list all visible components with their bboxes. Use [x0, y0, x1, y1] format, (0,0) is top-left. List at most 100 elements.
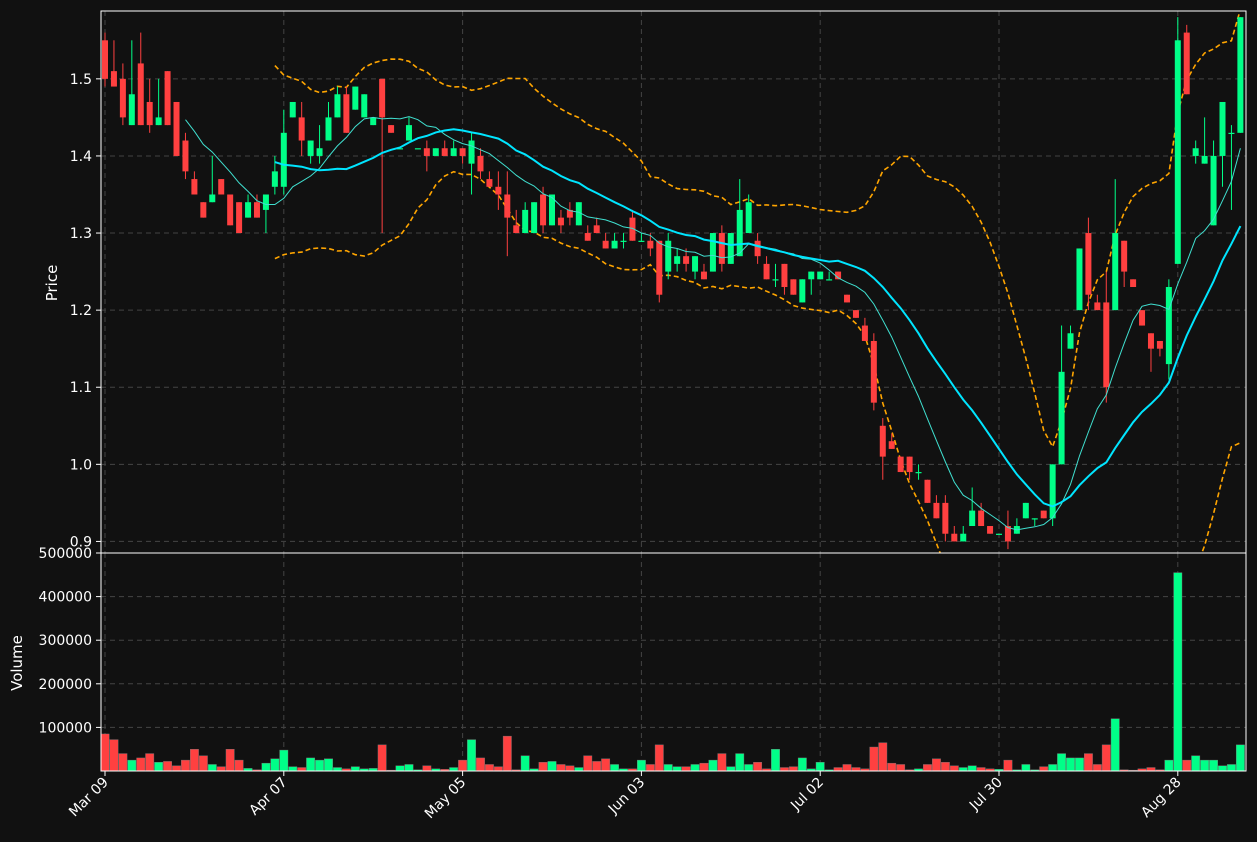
volume-tick-label: 400000	[39, 590, 92, 606]
candle-body	[844, 294, 851, 303]
candle-body	[522, 209, 529, 234]
candle-body	[656, 240, 663, 295]
volume-bar	[109, 739, 119, 771]
volume-bar	[1110, 718, 1120, 771]
volume-bar	[306, 757, 316, 771]
candle-body	[942, 502, 949, 534]
volume-bar	[1039, 766, 1049, 771]
volume-bar	[1173, 572, 1183, 771]
candle-body	[200, 202, 207, 218]
volume-bar	[887, 762, 897, 771]
volume-bar	[118, 753, 128, 771]
candle-body	[1237, 17, 1244, 133]
price-axis-label: Price	[43, 265, 61, 302]
candle-body	[924, 479, 931, 503]
candle-body	[772, 279, 779, 281]
volume-bar	[1012, 769, 1022, 771]
candle-body	[584, 233, 591, 241]
candle-body	[414, 148, 421, 150]
volume-bar	[279, 749, 289, 771]
volume-bar	[637, 759, 646, 771]
candle-body	[1103, 302, 1110, 388]
volume-bar	[1200, 759, 1210, 771]
volume-bar	[458, 759, 467, 771]
volume-bar	[198, 755, 208, 771]
candle-body	[191, 179, 198, 195]
candle-body	[817, 271, 824, 280]
candle-body	[441, 148, 448, 156]
candle-body	[1165, 287, 1172, 365]
volume-bar	[377, 744, 387, 771]
candle-body	[620, 240, 627, 242]
volume-bar	[101, 733, 110, 771]
volume-bar	[333, 767, 342, 771]
grid-lines	[101, 11, 1246, 771]
candle-body	[1174, 40, 1181, 264]
candle-body	[566, 209, 573, 218]
volume-bar	[1218, 765, 1227, 771]
volume-bar	[431, 768, 441, 771]
candle-body	[1183, 32, 1190, 95]
candle-body	[879, 425, 886, 457]
candle-body	[262, 194, 269, 210]
candle-body	[352, 86, 359, 110]
candle-body	[334, 94, 341, 118]
volume-bar	[538, 762, 548, 771]
candle-body	[397, 148, 404, 150]
volume-bar	[940, 762, 950, 771]
volume-bar	[771, 749, 780, 771]
candle-body	[1094, 302, 1101, 311]
candle-body	[361, 94, 368, 118]
volume-bar	[341, 768, 351, 771]
candle-body	[861, 325, 868, 341]
volume-bar	[699, 762, 709, 771]
moving-averages	[185, 116, 1242, 531]
volume-bar	[744, 764, 754, 771]
volume-bar	[1101, 744, 1111, 771]
volume-bar	[824, 769, 834, 771]
price-tick-label: 1.5	[70, 72, 92, 88]
candle-body	[316, 148, 323, 156]
volume-bar	[556, 764, 566, 771]
volume-bar	[422, 765, 432, 771]
candle-body	[754, 240, 761, 257]
volume-bar	[136, 757, 146, 771]
candle-body	[692, 256, 699, 272]
candle-body	[745, 202, 752, 234]
candle-body	[665, 240, 672, 272]
candle-body	[1076, 248, 1083, 311]
price-tick-label: 1.4	[70, 149, 92, 165]
candle-body	[271, 171, 278, 187]
candle-body	[298, 117, 305, 141]
volume-bar	[654, 744, 664, 771]
volume-bar	[923, 764, 932, 771]
volume-bar	[565, 765, 575, 771]
volume-bar	[976, 767, 986, 771]
volume-bar	[833, 767, 843, 771]
candle-body	[638, 240, 645, 242]
candle-body	[182, 140, 189, 172]
candle-body	[1201, 155, 1208, 164]
volume-bar	[762, 768, 771, 771]
volume-bar	[574, 767, 584, 771]
candle-body	[647, 240, 654, 249]
candle-body	[870, 340, 877, 403]
candle-body	[1139, 310, 1146, 326]
candle-body	[1192, 148, 1199, 156]
volume-bar	[726, 766, 736, 771]
volume-bar	[815, 762, 825, 771]
volume-bar	[905, 769, 915, 771]
volume-bar	[878, 742, 888, 771]
volume-bar	[127, 759, 137, 771]
volume-bar	[592, 761, 602, 771]
volume-bar	[1030, 769, 1040, 771]
price-tick-label: 1.3	[70, 226, 92, 242]
volume-bar	[324, 758, 333, 771]
upper-band-line	[274, 11, 1241, 449]
volume-bar	[529, 768, 539, 771]
volume-bar	[1182, 759, 1192, 771]
candle-body	[602, 240, 609, 249]
candle-body	[1085, 233, 1092, 295]
candles	[102, 17, 1244, 550]
candle-body	[110, 71, 117, 87]
